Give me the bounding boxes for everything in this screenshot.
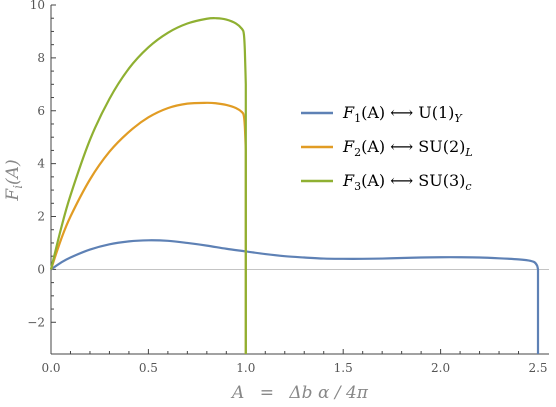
y-tick-label: 4 — [37, 157, 45, 171]
x-axis-title: A = Δb α / 4π — [230, 383, 369, 403]
y-tick-label: 0 — [37, 262, 45, 276]
y-tick-label: 6 — [37, 104, 45, 118]
series-line-1 — [50, 239, 540, 354]
axes — [50, 5, 549, 355]
legend-label-1: F1(A) ⟷ U(1)Y — [342, 103, 463, 125]
y-tick-label: 2 — [37, 210, 45, 224]
y-axis-title: Fi(A) — [3, 159, 25, 201]
series-line-2 — [49, 101, 247, 354]
x-tick-label: 2.0 — [431, 361, 450, 375]
x-tick-label: 1.5 — [334, 361, 353, 375]
y-tick-label: 10 — [30, 0, 45, 12]
x-tick-label: 2.5 — [528, 361, 547, 375]
legend: F1(A) ⟷ U(1)Y F2(A) ⟷ SU(2)L F3(A) ⟷ SU(3)… — [301, 103, 473, 193]
y-tick-label: −2 — [27, 315, 45, 329]
y-tick-label: 8 — [37, 51, 45, 65]
legend-label-2: F2(A) ⟷ SU(2)L — [342, 137, 473, 159]
ticks: 0.0 0.5 1.0 1.5 2.0 2.5 −2 0 2 4 6 8 10 — [27, 0, 547, 375]
series-lines — [49, 16, 540, 354]
legend-label-3: F3(A) ⟷ SU(3)c — [342, 171, 472, 193]
x-tick-label: 0.5 — [139, 361, 158, 375]
x-tick-label: 0.0 — [41, 361, 60, 375]
x-tick-label: 1.0 — [236, 361, 255, 375]
series-line-3 — [49, 16, 247, 354]
